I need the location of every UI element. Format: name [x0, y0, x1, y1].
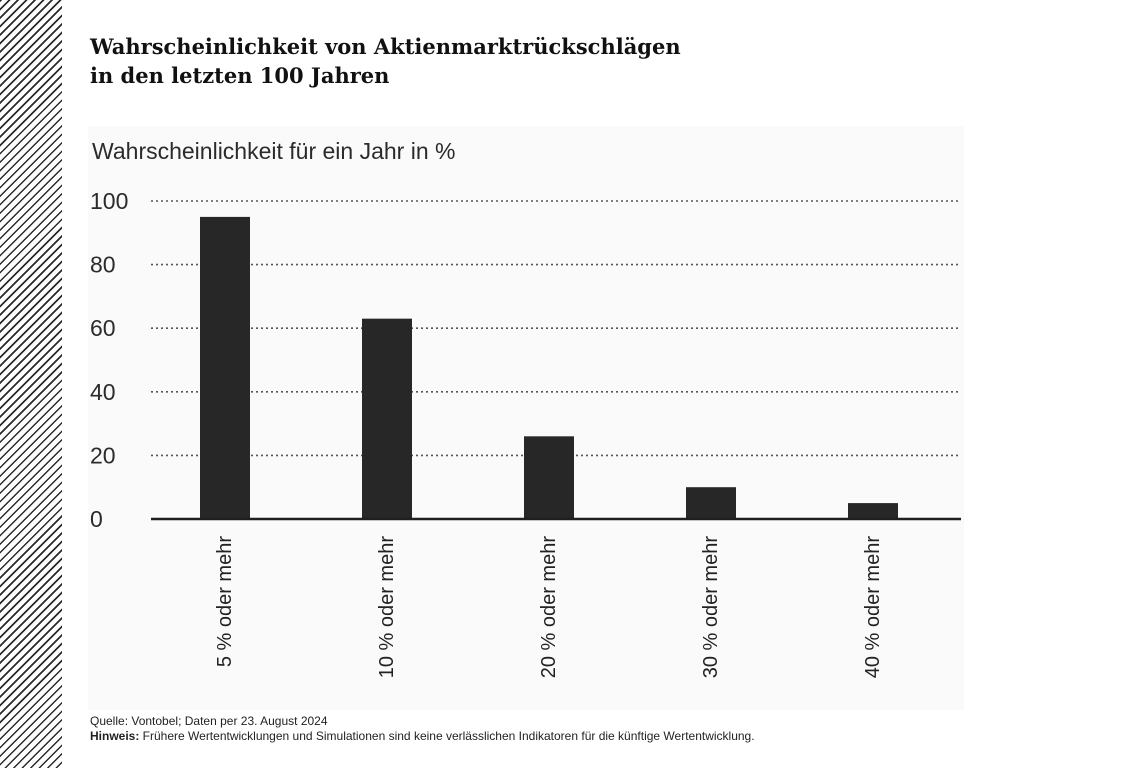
x-tick-label: 5 % oder mehr: [214, 536, 236, 668]
y-tick-label: 100: [90, 188, 128, 214]
y-tick-label: 40: [90, 379, 116, 405]
disclaimer-text: Frühere Wertentwicklungen und Simulation…: [139, 729, 755, 743]
x-tick-label: 30 % oder mehr: [700, 536, 722, 679]
chart-footer: Quelle: Vontobel; Daten per 23. August 2…: [90, 714, 1090, 744]
chart-title-line-1: Wahrscheinlichkeit von Aktienmarktrücksc…: [90, 34, 681, 59]
decorative-stripes: [0, 0, 62, 768]
bar-chart: 0 20 40 60 80 100 5 % oder mehr 10 % oder mehr 2…: [90, 188, 961, 679]
y-tick-label: 60: [90, 315, 116, 341]
x-tick-label: 10 % oder mehr: [376, 536, 398, 679]
bar: [200, 216, 250, 519]
chart-title: Wahrscheinlichkeit von Aktienmarktrücksc…: [90, 32, 990, 90]
bar: [686, 487, 736, 519]
source-note: Quelle: Vontobel; Daten per 23. August 2…: [90, 714, 328, 728]
disclaimer: Hinweis: Frühere Wertentwicklungen und S…: [90, 729, 1090, 744]
bar: [848, 503, 898, 519]
y-tick-label: 20: [90, 442, 116, 468]
disclaimer-label: Hinweis:: [90, 729, 140, 743]
x-tick-label: 40 % oder mehr: [862, 536, 884, 679]
chart-title-line-2: in den letzten 100 Jahren: [90, 63, 390, 88]
bar: [362, 318, 412, 519]
y-tick-label: 0: [90, 506, 103, 532]
y-tick-label: 80: [90, 252, 116, 278]
x-tick-label: 20 % oder mehr: [538, 536, 560, 679]
y-axis-label: Wahrscheinlichkeit für ein Jahr in %: [92, 138, 456, 164]
chart-panel: Wahrscheinlichkeit für ein Jahr in % 0 20…: [88, 126, 964, 710]
bar: [524, 436, 574, 519]
